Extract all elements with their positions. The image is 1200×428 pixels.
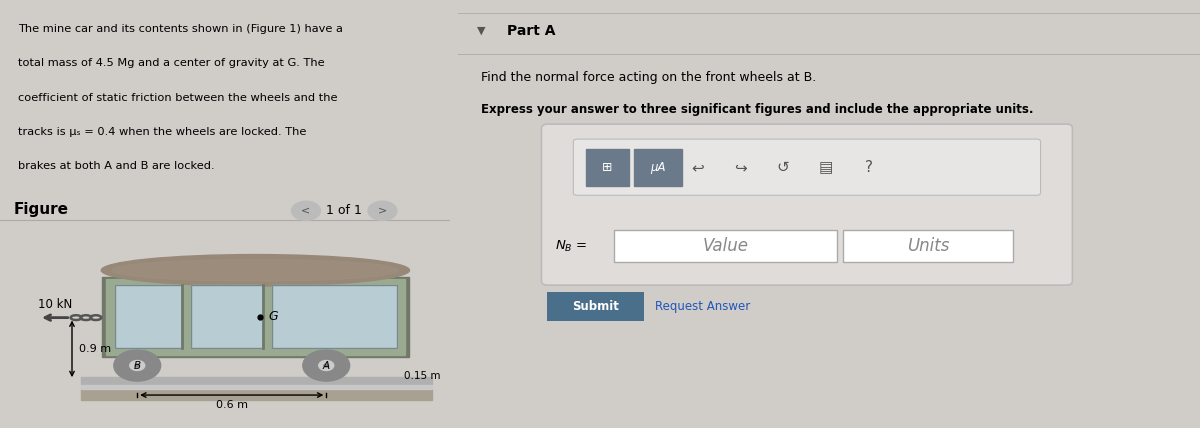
Bar [614,230,836,262]
Bar [82,389,432,400]
Circle shape [319,360,334,371]
Bar [82,377,432,383]
Text: coefficient of static friction between the wheels and the: coefficient of static friction between t… [18,92,337,103]
Text: Find the normal force acting on the front wheels at B.: Find the normal force acting on the fron… [481,71,816,84]
Bar [272,285,397,348]
Text: 0.15 m: 0.15 m [404,372,440,381]
Ellipse shape [113,259,398,281]
Circle shape [324,364,329,367]
FancyBboxPatch shape [541,124,1073,285]
Text: brakes at both A and B are locked.: brakes at both A and B are locked. [18,161,215,172]
Text: The mine car and its contents shown in (Figure 1) have a: The mine car and its contents shown in (… [18,24,343,34]
Text: Value: Value [702,237,749,255]
Bar [106,279,406,355]
Text: ▤: ▤ [820,160,834,175]
Circle shape [368,201,397,220]
Bar [82,386,432,389]
Text: >: > [378,206,388,216]
Bar [115,285,182,348]
Text: <: < [301,206,311,216]
Bar [102,277,408,357]
Text: A: A [323,360,330,371]
Circle shape [130,360,145,371]
Text: Submit: Submit [572,300,619,313]
Text: 0.9 m: 0.9 m [79,344,110,354]
Text: ?: ? [865,160,874,175]
Text: $N_B$ =: $N_B$ = [554,238,587,254]
Ellipse shape [101,255,409,286]
Bar [586,149,629,186]
Circle shape [114,350,161,381]
Bar [842,230,1013,262]
Text: Express your answer to three significant figures and include the appropriate uni: Express your answer to three significant… [481,103,1033,116]
Text: Part A: Part A [506,24,556,38]
Text: G: G [268,310,277,323]
Text: 0.6 m: 0.6 m [216,401,247,410]
Text: Units: Units [907,237,949,255]
Text: total mass of 4.5 Mg and a center of gravity at G. The: total mass of 4.5 Mg and a center of gra… [18,58,325,68]
Bar [634,149,683,186]
Text: ↪: ↪ [734,160,746,175]
Text: Figure: Figure [13,202,68,217]
Text: ⊞: ⊞ [602,161,613,174]
Text: 10 kN: 10 kN [37,298,72,311]
Text: B: B [133,360,140,371]
FancyBboxPatch shape [574,139,1040,195]
Text: ▼: ▼ [476,26,486,36]
Text: Request Answer: Request Answer [655,300,750,313]
Text: ↩: ↩ [691,160,703,175]
Circle shape [302,350,349,381]
Bar [547,291,644,321]
Text: ↺: ↺ [776,160,790,175]
Text: μA: μA [650,161,666,174]
Bar [115,285,182,348]
Text: tracks is μₛ = 0.4 when the wheels are locked. The: tracks is μₛ = 0.4 when the wheels are l… [18,127,306,137]
Circle shape [134,364,139,367]
Bar [191,285,263,348]
Bar [272,285,397,348]
Text: 1 of 1: 1 of 1 [326,204,362,217]
Circle shape [292,201,320,220]
Bar [191,285,263,348]
